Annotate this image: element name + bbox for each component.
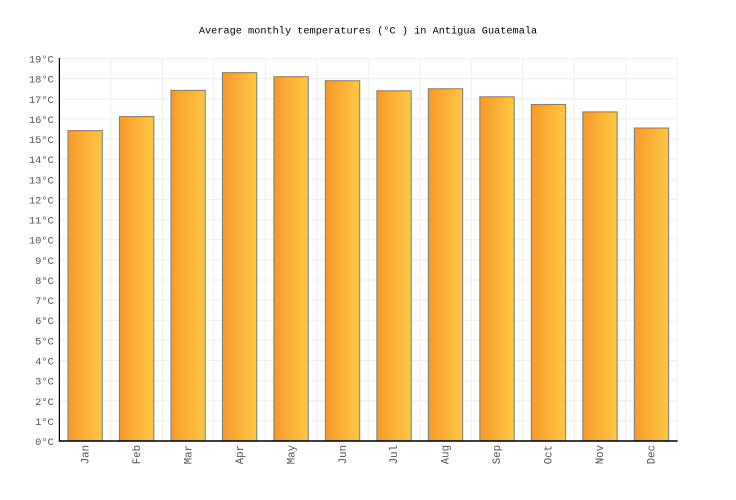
svg-text:2°C: 2°C <box>35 397 54 409</box>
svg-text:5°C: 5°C <box>35 336 54 348</box>
svg-text:19°C: 19°C <box>29 55 54 67</box>
svg-text:13°C: 13°C <box>29 175 54 187</box>
svg-text:0°C: 0°C <box>35 437 54 449</box>
svg-text:16°C: 16°C <box>29 115 54 127</box>
svg-text:7°C: 7°C <box>35 296 54 308</box>
svg-text:Dec: Dec <box>647 445 659 464</box>
svg-text:11°C: 11°C <box>29 216 54 228</box>
svg-text:1°C: 1°C <box>35 417 54 429</box>
svg-text:Jan: Jan <box>80 445 92 464</box>
svg-text:4°C: 4°C <box>35 356 54 368</box>
svg-text:May: May <box>286 444 298 464</box>
svg-text:10°C: 10°C <box>29 236 54 248</box>
svg-text:Apr: Apr <box>235 445 247 464</box>
svg-text:12°C: 12°C <box>29 195 54 207</box>
svg-text:Average monthly temperatures (: Average monthly temperatures (°C ) in An… <box>199 26 537 38</box>
svg-text:Jul: Jul <box>389 445 401 464</box>
svg-text:18°C: 18°C <box>29 75 54 87</box>
svg-text:Feb: Feb <box>132 445 144 464</box>
svg-text:Jun: Jun <box>338 445 350 464</box>
svg-text:14°C: 14°C <box>29 155 54 167</box>
svg-text:8°C: 8°C <box>35 276 54 288</box>
svg-text:17°C: 17°C <box>29 95 54 107</box>
svg-text:Mar: Mar <box>183 445 195 464</box>
svg-text:Aug: Aug <box>441 445 453 464</box>
svg-text:3°C: 3°C <box>35 377 54 389</box>
svg-text:Nov: Nov <box>595 444 607 464</box>
svg-text:Oct: Oct <box>544 445 556 464</box>
svg-text:Sep: Sep <box>492 445 504 464</box>
svg-text:9°C: 9°C <box>35 256 54 268</box>
svg-text:15°C: 15°C <box>29 135 54 147</box>
svg-text:6°C: 6°C <box>35 316 54 328</box>
